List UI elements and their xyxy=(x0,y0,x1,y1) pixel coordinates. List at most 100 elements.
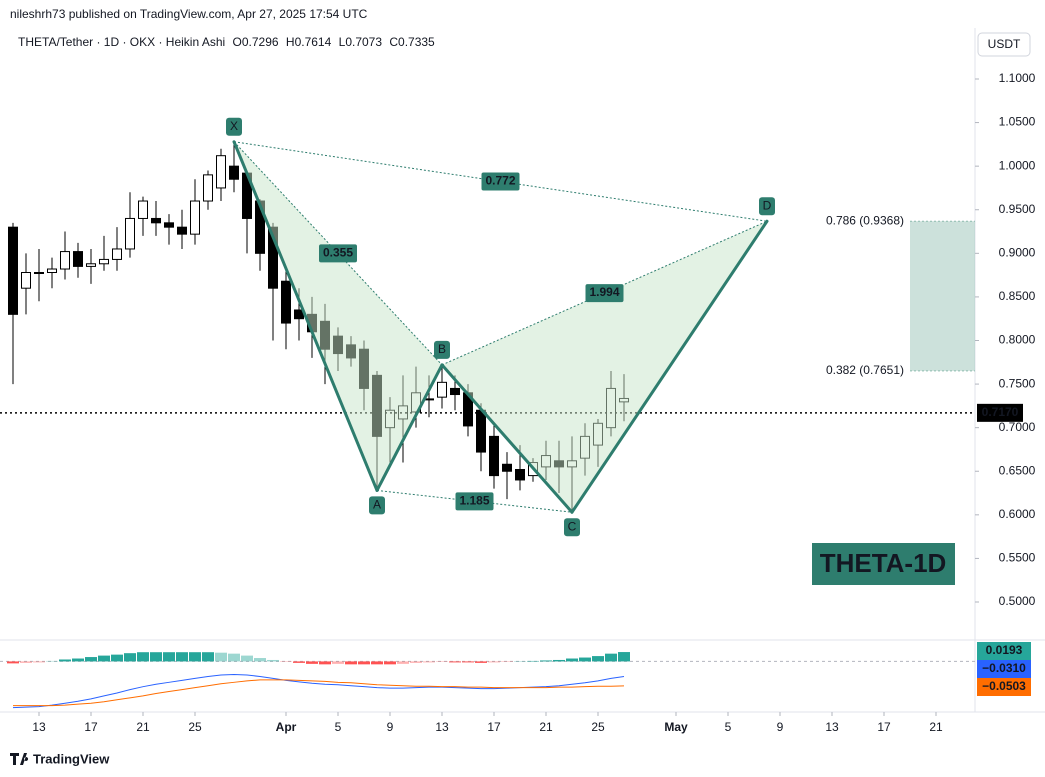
histogram-bar xyxy=(527,660,539,662)
x-tick-label: May xyxy=(664,720,688,734)
symbol-title: THETA/Tether · 1D · OKX · Heikin Ashi xyxy=(18,35,225,49)
x-tick-label: 5 xyxy=(335,720,342,734)
fib-label: 0.382 (0.7651) xyxy=(826,363,904,377)
ratio-label: 1.994 xyxy=(589,285,619,299)
y-tick-label: 1.0000 xyxy=(999,158,1036,172)
pattern-leg xyxy=(440,363,574,514)
histogram-bar xyxy=(72,658,84,662)
histogram-bar xyxy=(553,659,565,662)
y-tick-label: 0.7000 xyxy=(999,420,1036,434)
histogram-bar xyxy=(423,661,435,663)
candle-body xyxy=(60,251,70,270)
x-tick-label: 25 xyxy=(188,720,202,734)
header: nileshrh73 published on TradingView.com,… xyxy=(10,7,368,21)
histogram-bar xyxy=(579,657,591,662)
histogram-bar xyxy=(501,661,513,662)
candle-body xyxy=(177,226,187,235)
histogram-bar xyxy=(358,661,370,665)
histogram-bar xyxy=(410,661,422,663)
value-tag-label: −0.0503 xyxy=(982,679,1026,693)
value-tag xyxy=(977,660,1031,678)
x-tick-label: 21 xyxy=(539,720,553,734)
candle-body xyxy=(125,217,135,250)
histogram-bar xyxy=(618,652,630,662)
watermark-box xyxy=(812,543,955,585)
histogram-bar xyxy=(345,661,357,665)
histogram-bar xyxy=(98,655,110,662)
ratio-label: 1.185 xyxy=(459,493,489,507)
x-tick-label: 9 xyxy=(387,720,394,734)
ratio-box xyxy=(319,244,357,263)
ratio-box xyxy=(455,492,494,511)
value-tag-label: 0.0193 xyxy=(986,643,1023,657)
pattern-leg xyxy=(375,363,444,492)
histogram-bar xyxy=(46,660,58,662)
x-tick-label: 21 xyxy=(136,720,150,734)
histogram-bar xyxy=(189,652,201,662)
candle-body xyxy=(151,217,161,224)
histogram-bar xyxy=(592,656,604,662)
histogram-bar xyxy=(254,658,266,662)
histogram-bar xyxy=(215,652,227,662)
y-tick-label: 1.1000 xyxy=(999,71,1036,85)
histogram-bar xyxy=(267,659,279,662)
currency-button[interactable] xyxy=(977,32,1031,57)
candle-body xyxy=(190,200,200,235)
candle-body xyxy=(164,222,174,228)
last-price-tag xyxy=(977,403,1023,422)
histogram-bar xyxy=(137,652,149,662)
point-box xyxy=(226,117,242,136)
y-tick-label: 0.5500 xyxy=(999,551,1036,565)
histogram-bar xyxy=(371,661,383,665)
y-tick-label: 0.8500 xyxy=(999,289,1036,303)
pattern-fill xyxy=(442,221,767,513)
histogram-bar xyxy=(59,659,71,662)
point-label: D xyxy=(763,198,772,212)
candle-body xyxy=(450,387,460,396)
histogram-bar xyxy=(124,653,136,662)
x-tick-label: 17 xyxy=(877,720,891,734)
x-tick-label: 25 xyxy=(591,720,605,734)
histogram-bar xyxy=(436,661,448,662)
histogram-bar xyxy=(7,661,19,664)
candle-body xyxy=(203,174,213,202)
candle-body xyxy=(34,272,44,275)
point-box xyxy=(564,518,580,537)
point-box xyxy=(759,197,775,216)
histogram-bar xyxy=(397,661,409,664)
footer-text: TradingView xyxy=(33,751,110,766)
histogram-bar xyxy=(20,661,32,663)
candle-body xyxy=(86,263,96,267)
histogram-bar xyxy=(332,661,344,664)
candle-body xyxy=(47,268,57,274)
histogram-bar xyxy=(540,660,552,662)
currency[interactable]: USDT xyxy=(988,37,1021,51)
candle-body xyxy=(99,258,109,265)
candle-body xyxy=(229,165,239,180)
histogram-bar xyxy=(241,655,253,662)
ratio-label: 0.772 xyxy=(485,174,515,188)
ohlc-value: 0.7296 xyxy=(242,35,279,49)
ratio-label: 0.355 xyxy=(323,245,353,259)
histogram-bar xyxy=(33,661,45,663)
y-tick-label: 0.6500 xyxy=(999,463,1036,477)
footer-logo xyxy=(10,753,29,765)
macd-line xyxy=(13,679,625,707)
histogram-bar xyxy=(566,658,578,662)
pattern-leg xyxy=(232,140,379,492)
ohlc-value: 0.7335 xyxy=(398,35,435,49)
histogram-bar xyxy=(293,661,305,663)
x-tick-label: 21 xyxy=(929,720,943,734)
ohlc-key: O xyxy=(233,35,242,49)
histogram-bar xyxy=(202,652,214,662)
histogram-bar xyxy=(163,652,175,662)
x-tick-label: 17 xyxy=(84,720,98,734)
histogram-bar xyxy=(280,661,292,662)
last-price-label: 0.7170 xyxy=(982,405,1019,419)
point-label: X xyxy=(230,119,238,133)
histogram-bar xyxy=(488,661,500,663)
y-tick-label: 0.8000 xyxy=(999,333,1036,347)
y-tick-label: 0.6000 xyxy=(999,507,1036,521)
candle-body xyxy=(281,280,291,324)
